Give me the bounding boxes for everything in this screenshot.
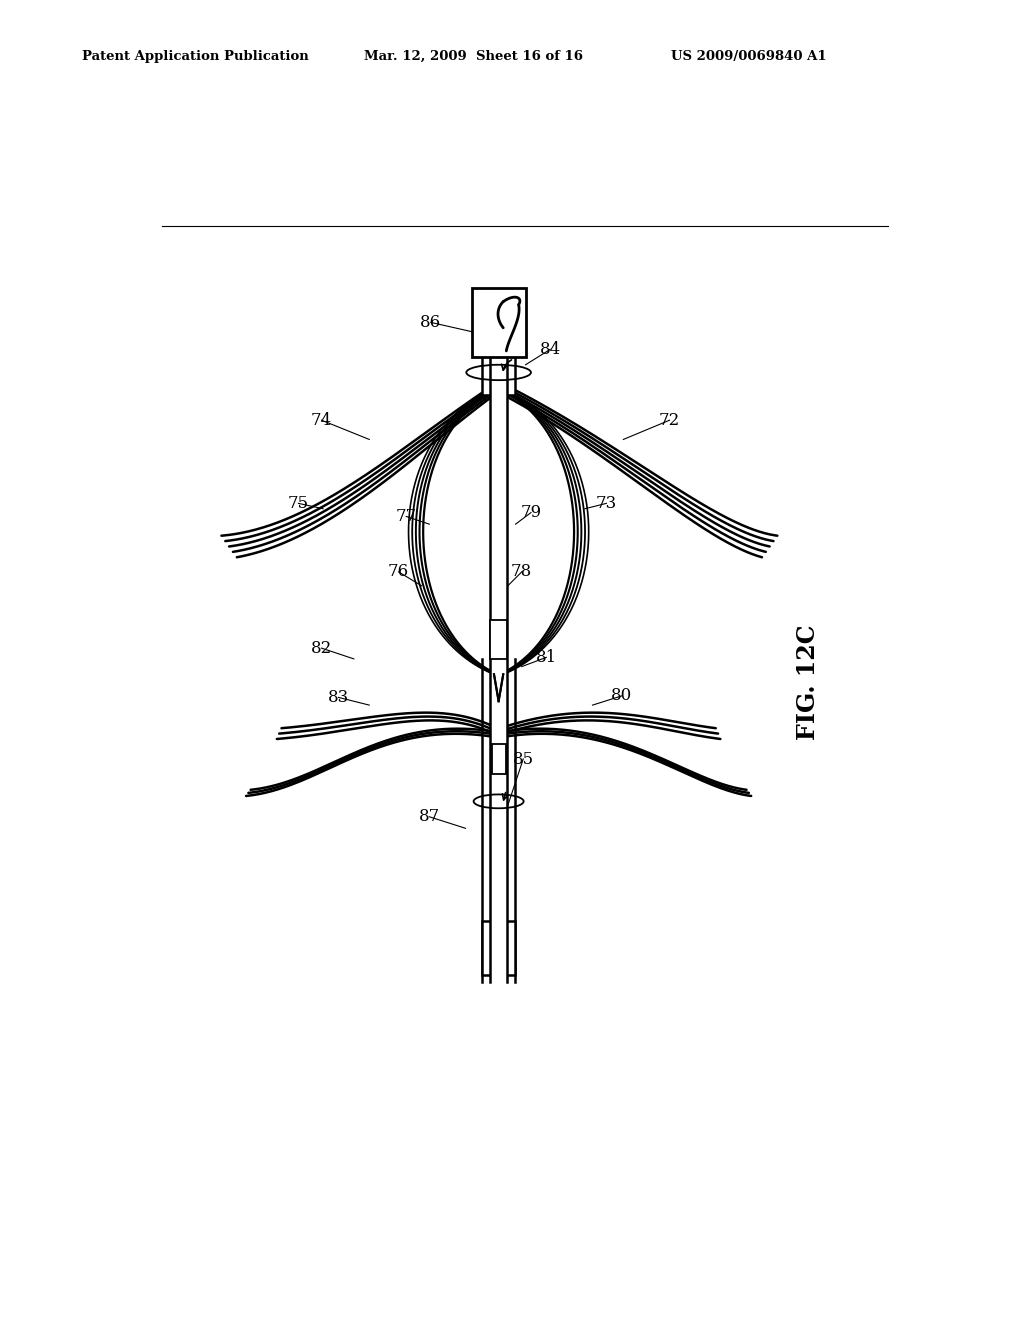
Bar: [492, 743, 506, 775]
Bar: [472, 288, 525, 356]
Text: Patent Application Publication: Patent Application Publication: [82, 50, 308, 63]
Text: 84: 84: [540, 341, 561, 358]
Text: US 2009/0069840 A1: US 2009/0069840 A1: [671, 50, 826, 63]
Text: 78: 78: [511, 564, 532, 581]
Text: 73: 73: [596, 495, 617, 512]
Text: 83: 83: [328, 689, 349, 706]
Text: Mar. 12, 2009  Sheet 16 of 16: Mar. 12, 2009 Sheet 16 of 16: [364, 50, 583, 63]
Text: 87: 87: [419, 808, 440, 825]
Text: 77: 77: [395, 508, 417, 525]
Text: 79: 79: [520, 504, 542, 521]
Polygon shape: [494, 675, 503, 701]
Bar: [490, 620, 507, 659]
Text: 76: 76: [388, 564, 409, 581]
Text: FIG. 12C: FIG. 12C: [797, 624, 820, 739]
Text: 81: 81: [536, 649, 557, 665]
Text: 82: 82: [311, 640, 332, 656]
Text: 85: 85: [513, 751, 534, 767]
Text: 74: 74: [311, 412, 332, 429]
Text: 86: 86: [420, 314, 441, 331]
Text: 72: 72: [658, 412, 680, 429]
Text: 75: 75: [288, 495, 309, 512]
Bar: [482, 921, 515, 974]
Text: 80: 80: [611, 688, 633, 705]
